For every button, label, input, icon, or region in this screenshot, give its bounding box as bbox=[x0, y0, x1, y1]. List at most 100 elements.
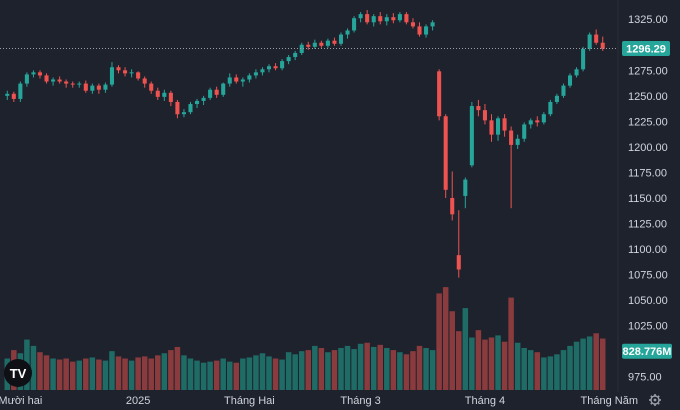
candle-body bbox=[109, 67, 114, 85]
price-tick-label: 1025.00 bbox=[628, 321, 668, 333]
candle-body bbox=[476, 106, 481, 111]
volume-bar bbox=[43, 355, 50, 390]
candle-body bbox=[371, 16, 376, 23]
volume-bar bbox=[109, 351, 115, 390]
volume-bar bbox=[207, 361, 213, 390]
gear-icon[interactable] bbox=[649, 394, 661, 406]
candle-body bbox=[404, 14, 409, 23]
volume-bar bbox=[331, 350, 338, 390]
volume-bar bbox=[102, 360, 109, 390]
price-tick-label: 1250.00 bbox=[628, 91, 668, 103]
volume-bar bbox=[514, 342, 521, 390]
candle-body bbox=[384, 17, 389, 22]
volume-bar bbox=[377, 344, 383, 390]
candle-body bbox=[31, 72, 36, 75]
candle-body bbox=[57, 79, 62, 82]
time-tick-label: Mười hai bbox=[0, 395, 42, 407]
candle-body bbox=[136, 72, 141, 79]
volume-bar bbox=[115, 356, 122, 390]
candle-body bbox=[378, 16, 383, 22]
candle-body bbox=[129, 72, 134, 74]
candle-body bbox=[443, 116, 448, 190]
volume-bar bbox=[586, 336, 593, 390]
time-tick-label: Tháng 3 bbox=[340, 395, 380, 407]
volume-bar bbox=[155, 355, 161, 390]
candle-body bbox=[247, 75, 252, 80]
candle-body bbox=[358, 14, 363, 19]
candle-body bbox=[574, 69, 579, 76]
candle-body bbox=[273, 66, 278, 69]
candle-body bbox=[430, 22, 435, 27]
volume-bar bbox=[168, 350, 174, 390]
volume-bar bbox=[580, 338, 586, 390]
volume-bar bbox=[266, 356, 272, 390]
volume-bar bbox=[534, 352, 541, 390]
volume-bar bbox=[429, 350, 436, 390]
candle-body bbox=[509, 130, 514, 145]
candle-body bbox=[594, 34, 599, 43]
candle-body bbox=[175, 101, 180, 115]
candle-body bbox=[83, 83, 88, 91]
volume-bar bbox=[390, 350, 397, 390]
volume-bar bbox=[541, 357, 547, 390]
candle-body bbox=[352, 18, 357, 31]
candle-body bbox=[44, 75, 49, 82]
volume-bar bbox=[384, 348, 390, 390]
candle-body bbox=[142, 78, 147, 84]
candle-body bbox=[365, 14, 370, 23]
volume-bar bbox=[213, 360, 220, 390]
candle-body bbox=[280, 61, 285, 69]
candle-body bbox=[64, 81, 69, 84]
candle-body bbox=[299, 44, 304, 53]
candle-body bbox=[424, 26, 429, 35]
volume-bar bbox=[69, 361, 76, 390]
volume-bar bbox=[338, 348, 344, 390]
candle-body bbox=[456, 255, 461, 270]
candle-body bbox=[325, 40, 330, 46]
volume-bar bbox=[488, 337, 495, 390]
volume-bar bbox=[240, 358, 246, 390]
price-tick-label: 1325.00 bbox=[628, 14, 668, 26]
candle-body bbox=[18, 83, 23, 99]
candle-body bbox=[463, 179, 468, 196]
candle-body bbox=[240, 79, 245, 82]
candle-body bbox=[306, 44, 311, 47]
candle-body bbox=[96, 85, 101, 90]
price-axis[interactable]: 1325.001300.001275.001250.001225.001200.… bbox=[628, 14, 668, 383]
candle-body bbox=[502, 118, 507, 131]
candle-body bbox=[528, 120, 533, 125]
time-tick-label: Tháng Năm bbox=[581, 395, 638, 407]
candle-body bbox=[345, 30, 350, 35]
candle-body bbox=[149, 83, 154, 91]
volume-bar bbox=[128, 360, 135, 390]
volume-bar bbox=[220, 358, 226, 390]
candle-body bbox=[437, 71, 442, 117]
last-volume-value: 828.776M bbox=[623, 346, 672, 358]
time-axis[interactable]: Mười hai 2025 Tháng Hai Tháng 3 Tháng 4 Tháng… bbox=[0, 395, 638, 407]
candle-body bbox=[561, 85, 566, 96]
candle-body bbox=[227, 77, 232, 84]
volume-bar bbox=[227, 361, 233, 390]
candle-body bbox=[24, 74, 29, 84]
candle-body bbox=[319, 42, 324, 46]
candle-body bbox=[469, 106, 474, 166]
volume-bar bbox=[528, 350, 534, 390]
tradingview-logo-icon[interactable]: TV bbox=[4, 359, 32, 387]
volume-bar bbox=[37, 352, 43, 390]
candle-body bbox=[11, 93, 16, 99]
candle-body bbox=[450, 197, 455, 215]
candle-body bbox=[541, 114, 546, 123]
price-tick-label: 1125.00 bbox=[628, 219, 667, 231]
volume-bar bbox=[56, 359, 63, 390]
candle-body bbox=[286, 57, 291, 62]
volume-bar bbox=[593, 333, 599, 390]
price-tick-label: 975.00 bbox=[628, 372, 662, 384]
volume-bar bbox=[547, 356, 554, 390]
volume-bar bbox=[599, 338, 606, 390]
volume-bar bbox=[456, 331, 462, 390]
volume-bar bbox=[174, 346, 181, 390]
price-tick-label: 1050.00 bbox=[628, 295, 668, 307]
candle-body bbox=[535, 120, 540, 123]
candlesticks bbox=[5, 10, 605, 278]
